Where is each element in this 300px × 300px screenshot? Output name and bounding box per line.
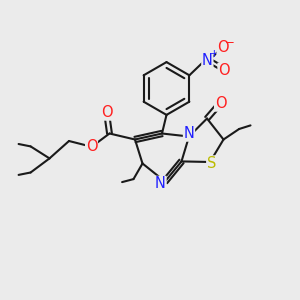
Text: O: O	[101, 105, 113, 120]
Text: +: +	[210, 49, 218, 59]
Text: N: N	[184, 126, 194, 141]
Text: N: N	[155, 176, 166, 191]
Text: O: O	[86, 139, 97, 154]
Text: −: −	[225, 36, 235, 49]
Text: O: O	[218, 63, 230, 78]
Text: N: N	[202, 53, 213, 68]
Text: O: O	[215, 96, 226, 111]
Text: S: S	[207, 156, 216, 171]
Text: O: O	[217, 40, 229, 55]
